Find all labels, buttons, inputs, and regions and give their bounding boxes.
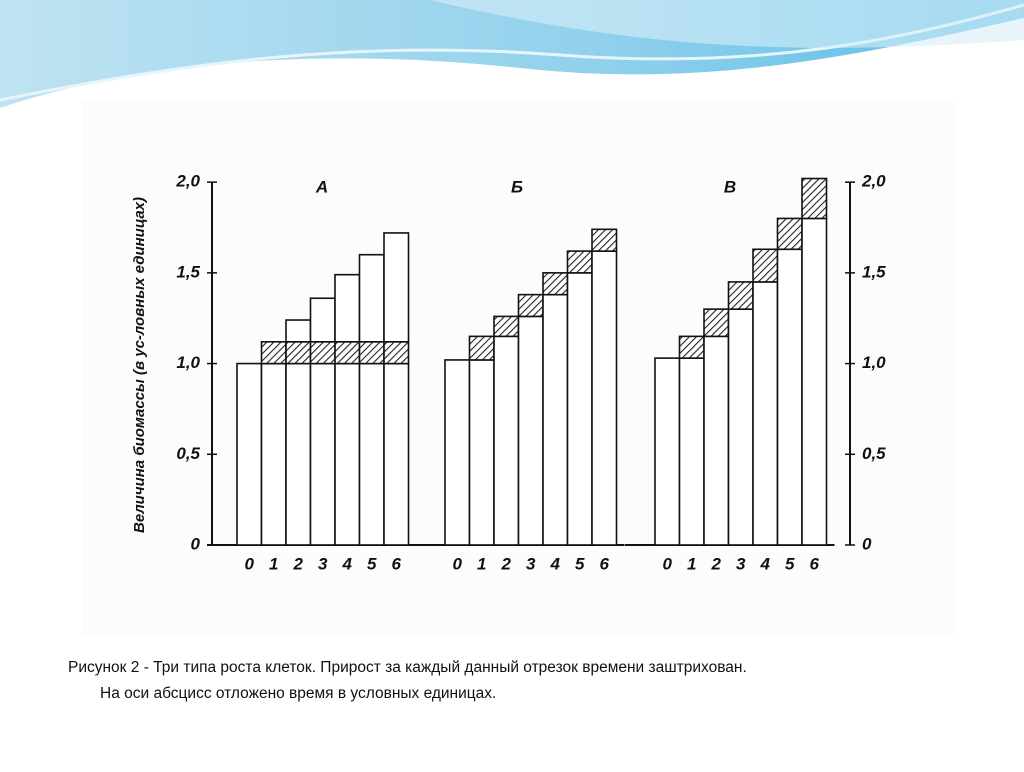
x-tick-label: 6 <box>810 554 820 573</box>
bar-segment <box>358 362 385 546</box>
bar-segment <box>493 335 520 546</box>
y-tick-label: 1,5 <box>862 262 886 281</box>
x-tick-label: 2 <box>711 554 722 573</box>
x-tick-label: 2 <box>293 554 304 573</box>
hatched-segment <box>358 340 385 365</box>
x-tick-label: 0 <box>453 554 463 573</box>
x-tick-label: 5 <box>575 554 585 573</box>
x-tick-label: 5 <box>785 554 795 573</box>
hatched-segment <box>566 250 593 274</box>
hatched-segment <box>493 315 520 338</box>
bar-segment <box>334 362 361 546</box>
y-tick-label: 1,5 <box>176 262 200 281</box>
caption-line: Рисунок 2 - Три типа роста клеток. Приро… <box>68 659 747 676</box>
y-tick-label: 0,5 <box>176 444 200 463</box>
bar-segment <box>776 248 803 546</box>
x-tick-label: 1 <box>477 554 486 573</box>
figure: А Величина биомассы (в ус-ловных единицах… <box>131 172 886 574</box>
bar-segment <box>285 319 312 343</box>
hatched-segment <box>285 340 312 365</box>
x-tick-label: 3 <box>526 554 536 573</box>
chart-title: А <box>315 177 328 196</box>
x-tick-label: 5 <box>367 554 377 573</box>
y-tick-label: 1,0 <box>862 353 886 372</box>
bar-segment <box>542 293 569 546</box>
x-tick-label: 4 <box>342 554 353 573</box>
x-tick-label: 4 <box>550 554 561 573</box>
hatched-segment <box>591 228 618 252</box>
bar-segment <box>260 362 287 546</box>
x-tick-label: 4 <box>760 554 771 573</box>
y-tick-label: 0 <box>191 534 201 553</box>
hatched-segment <box>801 177 828 220</box>
bar-segment <box>334 273 361 343</box>
hatched-segment <box>260 340 287 365</box>
chart-title: Б <box>511 177 523 196</box>
x-tick-label: 3 <box>736 554 746 573</box>
chart-title: В <box>724 177 736 196</box>
bar-segment <box>703 335 730 546</box>
x-tick-label: 6 <box>600 554 610 573</box>
hatched-segment <box>678 335 705 359</box>
bar-segment <box>468 359 495 546</box>
hatched-segment <box>334 340 361 365</box>
header-waves <box>0 0 1024 112</box>
y-axis-label: Величина биомассы (в ус-ловных единицах) <box>131 197 148 533</box>
bar-segment <box>678 357 705 546</box>
y-tick-label: 1,0 <box>176 353 200 372</box>
bar-segment <box>236 362 263 546</box>
hatched-segment <box>776 217 803 251</box>
x-tick-label: 0 <box>245 554 255 573</box>
bar-segment <box>444 359 471 546</box>
x-tick-label: 1 <box>687 554 696 573</box>
y-tick-label: 0,5 <box>862 444 886 463</box>
bar-segment <box>309 362 336 546</box>
hatched-segment <box>752 248 779 283</box>
bar-segment <box>727 308 754 546</box>
bar-segment <box>566 272 593 546</box>
y-tick-label: 2,0 <box>175 172 200 191</box>
x-tick-label: 6 <box>392 554 402 573</box>
bar-segment <box>752 281 779 546</box>
hatched-segment <box>542 272 569 296</box>
caption-line: На оси абсцисс отложено время в условных… <box>100 685 496 702</box>
bar-segment <box>654 357 681 546</box>
bar-segment <box>591 250 618 546</box>
hatched-segment <box>383 340 410 365</box>
bar-segment <box>383 362 410 546</box>
bar-segment <box>517 315 544 546</box>
bar-segment <box>801 217 828 546</box>
bar-segment <box>358 253 385 343</box>
bar-segment <box>309 297 336 343</box>
hatched-segment <box>727 281 754 310</box>
x-tick-label: 2 <box>501 554 512 573</box>
hatched-segment <box>309 340 336 365</box>
x-tick-label: 3 <box>318 554 328 573</box>
y-tick-label: 0 <box>862 534 872 553</box>
hatched-segment <box>517 293 544 318</box>
hatched-segment <box>468 335 495 361</box>
hatched-segment <box>703 308 730 338</box>
y-tick-label: 2,0 <box>861 172 886 191</box>
x-tick-label: 0 <box>663 554 673 573</box>
bar-segment <box>285 362 312 546</box>
bar-segment <box>383 232 410 343</box>
x-tick-label: 1 <box>269 554 278 573</box>
